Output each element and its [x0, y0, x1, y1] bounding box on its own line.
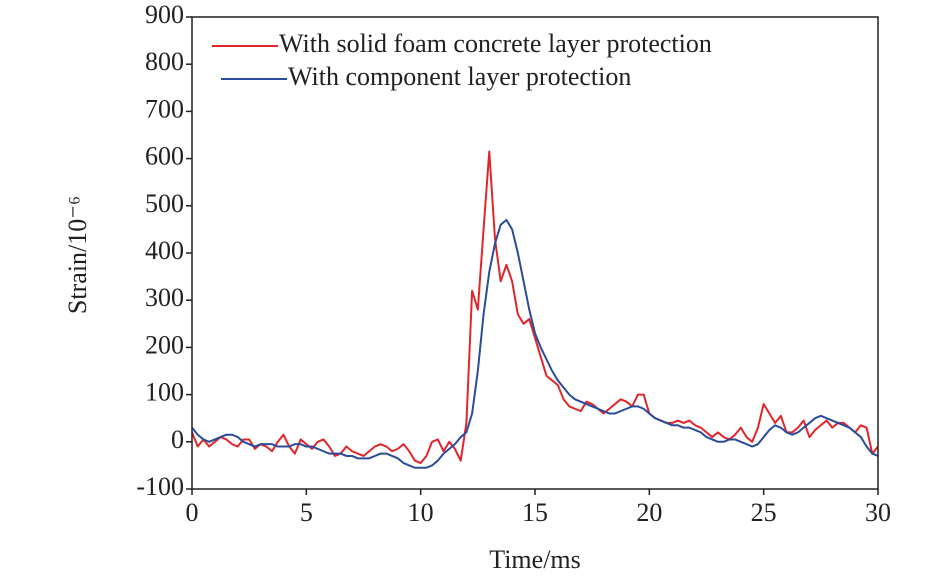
x-tick-label: 25: [751, 498, 777, 527]
x-tick-label: 30: [865, 498, 891, 527]
y-tick-label: -100: [136, 472, 184, 501]
x-tick-label: 20: [636, 498, 662, 527]
x-tick-label: 5: [300, 498, 313, 527]
y-tick-label: 400: [145, 236, 184, 265]
x-tick-label: 0: [186, 498, 199, 527]
data-line: [191, 150, 879, 465]
x-axis-label: Time/ms: [489, 545, 581, 574]
y-tick-label: 200: [145, 330, 184, 359]
y-tick-label: 0: [171, 425, 184, 454]
y-tick-label: 600: [145, 142, 184, 171]
y-tick-label: 100: [145, 378, 184, 407]
y-tick-label: 700: [145, 94, 184, 123]
x-tick-label: 10: [408, 498, 434, 527]
plot-frame: [191, 16, 879, 490]
legend-label: With solid foam concrete layer protectio…: [279, 29, 712, 58]
data-line: [191, 218, 879, 469]
y-axis-label: Strain/10⁻⁶: [63, 196, 92, 314]
legend-label: With component layer protection: [288, 62, 631, 91]
y-tick-label: 800: [145, 47, 184, 76]
x-tick-label: 15: [522, 498, 548, 527]
y-tick-label: 900: [145, 0, 184, 29]
y-tick-label: 300: [145, 283, 184, 312]
y-tick-label: 500: [145, 189, 184, 218]
